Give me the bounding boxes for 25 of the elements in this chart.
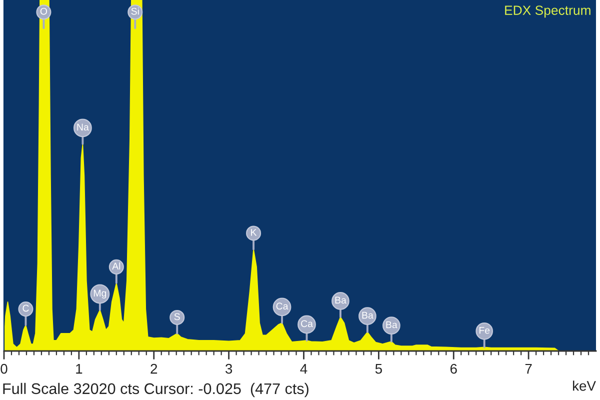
annotation: O bbox=[40, 8, 48, 15]
x-tick-label: 6 bbox=[450, 364, 457, 374]
annotation: Na bbox=[77, 124, 89, 131]
annotation: Fe bbox=[479, 326, 490, 334]
x-tick-label: 7 bbox=[525, 364, 532, 374]
annotation: Al bbox=[112, 262, 120, 270]
annotation: C bbox=[22, 304, 29, 312]
annotation: Si bbox=[131, 8, 139, 15]
annotation: Mg bbox=[94, 290, 106, 298]
x-tick-label: 4 bbox=[300, 364, 308, 374]
x-tick-label: 3 bbox=[225, 364, 232, 374]
annotation: S bbox=[174, 313, 180, 320]
x-axis-title: keV bbox=[573, 380, 596, 391]
annotation: K bbox=[251, 229, 257, 236]
text: Full Scale 32020 cts Cursor: -0.025 (477 cts) bbox=[3, 382, 308, 398]
annotation: Ca bbox=[301, 320, 313, 328]
x-tick-label: 2 bbox=[150, 364, 158, 374]
chart-title: EDX Spectrum bbox=[505, 6, 590, 18]
x-tick-label: 5 bbox=[375, 364, 382, 374]
x-tick-label: 1 bbox=[76, 364, 82, 374]
annotation: Ca bbox=[276, 302, 288, 310]
annotation: Ba bbox=[335, 296, 346, 304]
x-tick-label: 0 bbox=[0, 364, 8, 374]
annotation: Ba bbox=[386, 321, 398, 328]
annotation: Ba bbox=[362, 312, 374, 319]
